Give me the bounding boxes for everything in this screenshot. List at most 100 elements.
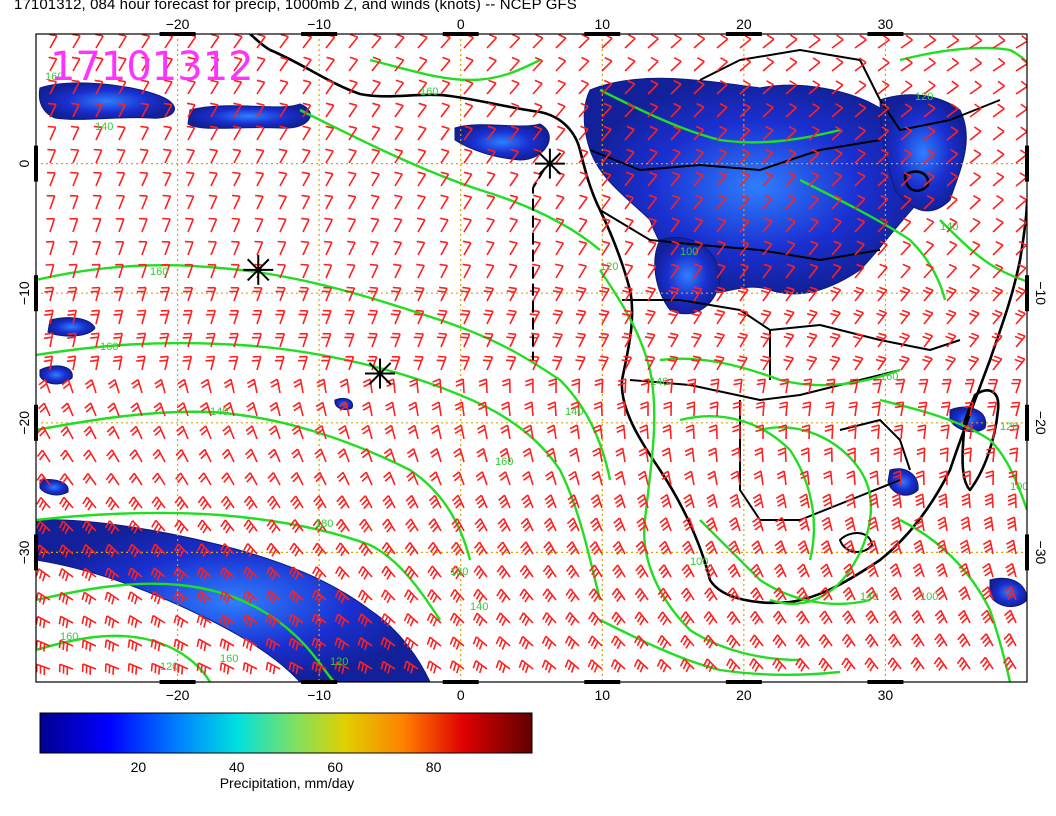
wind-barb: [104, 663, 120, 675]
wind-barb: [36, 615, 51, 629]
wind-barb: [279, 79, 289, 95]
wind-barb: [991, 332, 1003, 348]
wind-barb: [367, 355, 378, 371]
wind-barb: [547, 401, 557, 417]
wind-barb: [298, 286, 309, 302]
contour-line: [679, 415, 816, 561]
wind-barb: [459, 355, 471, 371]
wind-barb: [428, 494, 442, 509]
contour-label: 140: [470, 601, 488, 613]
wind-barb: [877, 57, 890, 72]
wind-barb: [483, 332, 494, 348]
wind-barb: [220, 519, 235, 534]
wind-barb: [82, 449, 97, 463]
wind-barb: [541, 635, 557, 650]
wind-barb: [43, 355, 54, 371]
wind-barb: [854, 240, 865, 256]
wind-barb: [450, 541, 465, 556]
wind-barb: [614, 470, 626, 486]
wind-barb: [613, 494, 626, 509]
wind-barb: [892, 470, 902, 486]
wind-barb: [436, 332, 448, 348]
wind-barb: [624, 217, 634, 233]
wind-barb: [622, 286, 633, 302]
wind-barb: [785, 194, 796, 210]
wind-barb: [43, 332, 54, 348]
wind-barb: [115, 241, 125, 256]
wind-barb: [681, 540, 695, 555]
wind-barb: [270, 378, 281, 394]
contour-label: 120: [1000, 421, 1018, 433]
wind-barb: [555, 217, 565, 233]
wind-barb: [384, 424, 396, 440]
wind-barb: [707, 447, 718, 463]
precip-area-cameroon: [454, 123, 550, 161]
wind-barb: [223, 401, 235, 417]
wind-barb: [831, 103, 844, 118]
wind-barb: [687, 378, 697, 394]
wind-barb: [381, 565, 396, 580]
wind-barb: [116, 148, 126, 164]
wind-barb: [414, 286, 425, 302]
wind-barb: [670, 34, 683, 49]
lat-tick-label-left: −10: [16, 281, 32, 305]
wind-barb: [495, 636, 511, 650]
wind-barb: [992, 149, 1005, 164]
wind-barb: [59, 449, 74, 463]
wind-barb: [969, 217, 981, 233]
wind-barb: [923, 171, 935, 187]
wind-barb: [252, 286, 263, 302]
wind-barb: [230, 263, 240, 279]
wind-barb: [682, 517, 695, 532]
wind-barb: [1003, 633, 1017, 648]
geopotential-contours: [36, 46, 1027, 682]
contour-label: 140: [650, 376, 668, 388]
wind-barb: [756, 378, 766, 394]
wind-barb: [440, 194, 449, 210]
precip-area-gulf-guinea: [187, 103, 311, 129]
wind-barb: [223, 378, 235, 394]
wind-barb: [900, 149, 912, 164]
wind-barb: [914, 493, 925, 509]
wind-barb: [136, 286, 147, 302]
wind-barb: [288, 637, 304, 651]
wind-barb: [578, 56, 590, 72]
wind-barb: [962, 447, 972, 463]
wind-barb: [139, 171, 149, 187]
wind-barb: [691, 332, 702, 348]
wind-barb: [36, 449, 51, 463]
wind-barb: [163, 148, 172, 164]
wind-barb: [106, 449, 120, 463]
wind-barb: [854, 34, 867, 49]
wind-barb: [693, 34, 706, 49]
wind-barb: [601, 125, 612, 141]
wind-barb: [900, 126, 913, 141]
wind-barb: [601, 194, 611, 210]
wind-barb: [992, 34, 1006, 49]
wind-barb: [578, 194, 588, 210]
wind-barb: [690, 355, 702, 371]
wind-barb: [668, 309, 679, 325]
wind-barb: [785, 240, 796, 256]
wind-barb: [174, 472, 189, 486]
wind-barb: [473, 588, 488, 603]
wind-barb: [923, 80, 936, 95]
wind-barb: [798, 516, 810, 532]
wind-barb: [162, 194, 172, 210]
wind-barb: [344, 286, 356, 302]
wind-barb: [219, 566, 235, 581]
wind-barb: [69, 240, 78, 256]
wind-barb: [274, 355, 285, 371]
wind-barb: [640, 378, 650, 394]
wind-barb: [946, 217, 958, 233]
wind-barb: [463, 217, 472, 233]
wind-barb: [455, 378, 465, 394]
wind-barb: [635, 540, 649, 555]
wind-barb: [405, 518, 419, 533]
wind-barb: [592, 447, 603, 463]
wind-barb: [210, 56, 220, 72]
wind-barb: [578, 240, 588, 256]
wind-barb: [255, 148, 265, 164]
wind-barb: [691, 286, 703, 302]
wind-barb: [58, 591, 74, 605]
